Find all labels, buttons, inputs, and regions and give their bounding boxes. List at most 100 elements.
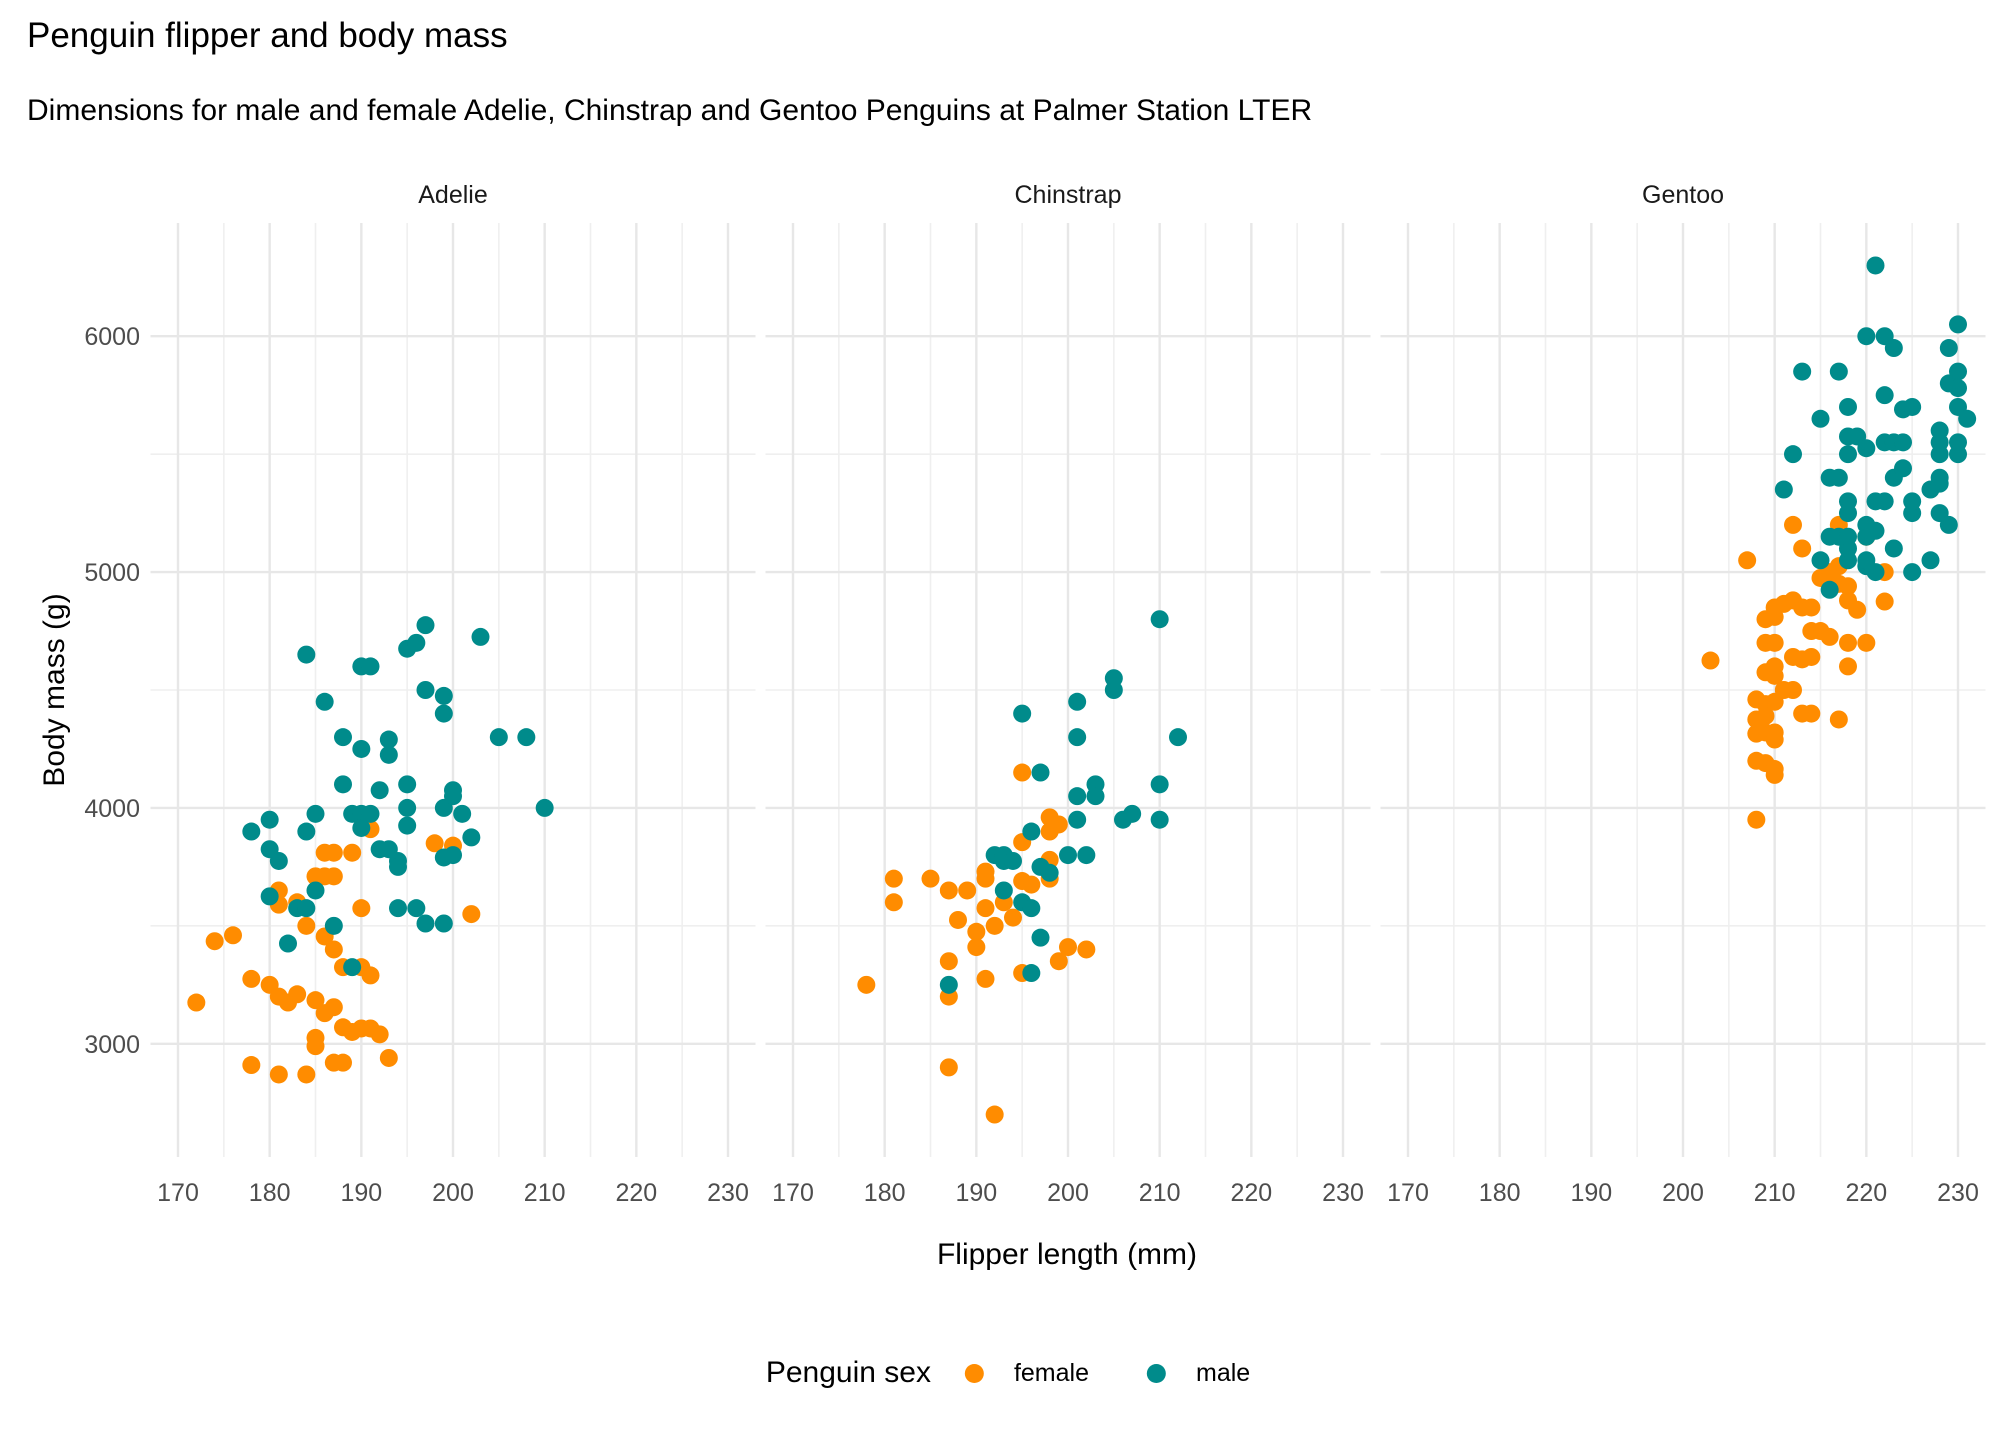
data-point-adelie-female — [269, 1065, 288, 1084]
x-tick-label: 180 — [249, 1179, 291, 1207]
data-point-adelie-female — [343, 843, 362, 862]
data-point-chinstrap-male — [1022, 964, 1041, 983]
data-point-chinstrap-female — [1049, 952, 1068, 971]
data-point-adelie-male — [306, 881, 325, 900]
data-point-gentoo-male — [1903, 397, 1922, 416]
data-point-adelie-male — [361, 657, 380, 676]
data-point-adelie-male — [334, 728, 352, 747]
data-point-gentoo-male — [1839, 492, 1857, 511]
data-point-gentoo-female — [1802, 647, 1821, 666]
data-point-chinstrap-female — [1004, 908, 1022, 927]
data-point-adelie-male — [370, 781, 389, 800]
data-point-adelie-male — [242, 822, 261, 841]
legend-item-female[interactable]: female — [964, 1358, 1089, 1388]
data-point-adelie-male — [398, 798, 417, 817]
data-point-adelie-male — [407, 899, 426, 918]
data-point-gentoo-female — [1839, 633, 1857, 652]
data-point-chinstrap-male — [1068, 728, 1087, 747]
data-point-adelie-male — [535, 798, 554, 817]
data-point-adelie-male — [260, 887, 279, 906]
data-point-chinstrap-female — [1022, 875, 1041, 894]
data-point-gentoo-male — [1949, 315, 1967, 334]
data-point-adelie-female — [242, 969, 261, 988]
x-tick-label: 220 — [1230, 1179, 1272, 1207]
legend-label-male: male — [1195, 1358, 1251, 1387]
data-point-chinstrap-female — [976, 969, 995, 988]
data-point-adelie-female — [306, 1037, 325, 1056]
x-tick-label: 170 — [1387, 1179, 1429, 1207]
data-point-gentoo-female — [1839, 657, 1857, 676]
data-point-chinstrap-female — [976, 899, 995, 918]
facet-label-chinstrap: Chinstrap — [1014, 181, 1122, 209]
data-point-chinstrap-male — [1004, 851, 1022, 870]
data-point-chinstrap-female — [967, 938, 986, 957]
data-point-chinstrap-female — [985, 916, 1004, 935]
data-point-gentoo-male — [1949, 362, 1967, 381]
x-tick-label: 180 — [1479, 1179, 1521, 1207]
data-point-gentoo-male — [1958, 409, 1977, 428]
facet-label-gentoo: Gentoo — [1641, 181, 1725, 209]
data-point-gentoo-male — [1829, 362, 1848, 381]
x-tick-label: 170 — [772, 1179, 814, 1207]
data-point-gentoo-female — [1765, 657, 1784, 676]
data-point-adelie-male — [471, 627, 490, 646]
x-axis-title: Flipper length (mm) — [936, 1238, 1198, 1271]
data-point-chinstrap-female — [1013, 763, 1032, 782]
data-point-adelie-female — [187, 993, 206, 1012]
data-point-chinstrap-male — [1022, 899, 1041, 918]
data-point-chinstrap-male — [1104, 681, 1123, 699]
data-point-adelie-male — [434, 914, 453, 933]
data-point-chinstrap-male — [1031, 928, 1050, 947]
data-point-adelie-female — [205, 932, 224, 951]
data-point-adelie-male — [434, 686, 453, 705]
data-point-gentoo-male — [1866, 521, 1885, 540]
data-point-chinstrap-male — [1150, 810, 1169, 829]
data-point-chinstrap-female — [1059, 938, 1077, 957]
data-point-gentoo-female — [1765, 760, 1784, 779]
legend-label-female: female — [1013, 1358, 1089, 1387]
female-dot-icon — [964, 1363, 984, 1383]
x-tick-label: 230 — [1937, 1179, 1979, 1207]
data-point-gentoo-male — [1875, 386, 1894, 405]
data-point-chinstrap-female — [1077, 940, 1096, 959]
data-point-chinstrap-male — [1031, 763, 1050, 782]
data-point-gentoo-male — [1930, 468, 1949, 487]
data-point-adelie-male — [379, 730, 398, 749]
data-point-chinstrap-male — [1068, 810, 1087, 829]
x-tick-label: 180 — [864, 1179, 906, 1207]
data-point-adelie-male — [444, 787, 462, 806]
data-point-gentoo-female — [1765, 633, 1784, 652]
data-point-chinstrap-female — [939, 881, 958, 900]
data-point-adelie-female — [361, 966, 380, 985]
data-point-gentoo-male — [1894, 433, 1912, 452]
legend-item-male[interactable]: male — [1146, 1358, 1251, 1388]
data-point-adelie-female — [297, 1065, 316, 1084]
x-tick-label: 200 — [1662, 1179, 1704, 1207]
data-point-adelie-male — [434, 704, 453, 723]
data-point-adelie-female — [324, 843, 343, 862]
data-point-chinstrap-male — [1059, 846, 1077, 865]
data-point-adelie-male — [297, 645, 316, 664]
legend: Penguin sex female male — [766, 1356, 1250, 1390]
data-point-chinstrap-male — [1068, 692, 1087, 711]
data-point-chinstrap-female — [857, 975, 876, 994]
data-point-chinstrap-male — [939, 975, 958, 994]
x-tick-label: 210 — [1754, 1179, 1796, 1207]
data-point-adelie-female — [462, 905, 481, 924]
data-point-adelie-male — [444, 846, 462, 865]
y-axis-title: Body mass (g) — [38, 593, 71, 787]
data-point-adelie-male — [416, 616, 435, 635]
data-point-gentoo-female — [1784, 681, 1802, 699]
data-point-adelie-female — [224, 926, 242, 945]
data-point-gentoo-male — [1857, 439, 1876, 458]
data-point-gentoo-male — [1875, 492, 1894, 511]
legend-title: Penguin sex — [765, 1356, 931, 1389]
data-point-gentoo-male — [1829, 468, 1848, 487]
data-point-gentoo-male — [1930, 421, 1949, 440]
data-point-chinstrap-male — [1150, 610, 1169, 629]
data-point-gentoo-male — [1939, 515, 1958, 534]
data-point-adelie-male — [352, 739, 371, 758]
x-tick-label: 220 — [615, 1179, 657, 1207]
x-tick-label: 230 — [707, 1179, 749, 1207]
